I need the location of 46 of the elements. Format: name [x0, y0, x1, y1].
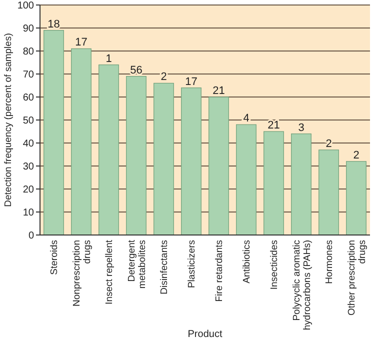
x-tick-label: Fire retardants	[214, 240, 226, 302]
x-tick-label: Disinfectants	[159, 240, 170, 294]
bar	[208, 96, 229, 236]
annotation: 56	[130, 64, 142, 76]
x-tick-label: Steroids	[49, 240, 60, 275]
x-tick-label: Polycyclic aromatic hydrocarbons (PAHs)	[291, 240, 313, 330]
bar	[126, 76, 146, 236]
annotation: 18	[48, 18, 60, 30]
annotation: 3	[298, 122, 304, 134]
y-tick-label: 0	[28, 230, 34, 242]
y-tick-label: 80	[22, 46, 34, 58]
x-tick-label: Other prescription drugs	[346, 240, 368, 316]
x-axis-title: Product	[188, 329, 222, 340]
bar	[98, 64, 119, 236]
annotation: 2	[353, 149, 360, 162]
annotation: 17	[75, 36, 88, 49]
annotation: 17	[185, 76, 198, 88]
bar	[44, 30, 64, 236]
x-tick-label: Insecticides	[269, 240, 280, 290]
x-tick-label: Insect repellent	[104, 240, 116, 304]
y-tick-label: 70	[22, 70, 34, 80]
bar	[318, 150, 339, 236]
bar	[291, 134, 312, 236]
y-tick-label: 10	[22, 208, 34, 218]
x-tick-label: Nonprescription drugs	[71, 240, 93, 307]
annotation: 21	[212, 85, 225, 97]
x-tick-label: Antibiotics	[242, 240, 253, 284]
annotation: 1	[106, 52, 112, 65]
bar	[181, 88, 202, 236]
y-axis-title: Detection frequency (percent of samples)	[3, 33, 14, 207]
annotation: 21	[268, 120, 280, 132]
y-tick-label: 30	[22, 162, 34, 172]
y-tick-label: 90	[22, 24, 34, 34]
y-tick-label: 40	[22, 138, 34, 150]
y-tick-label: 20	[22, 184, 34, 196]
bar	[264, 131, 284, 236]
bar	[71, 48, 92, 236]
bar	[236, 124, 256, 236]
x-tick-label: Hormones	[324, 240, 336, 284]
x-tick-label: Plasticizers	[186, 240, 198, 288]
y-tick-label: 60	[22, 92, 34, 104]
y-tick-label: 50	[22, 116, 34, 126]
y-tick-label: 100	[17, 0, 34, 12]
bar	[346, 161, 366, 236]
annotation: 2	[160, 71, 167, 84]
bar	[154, 82, 174, 236]
